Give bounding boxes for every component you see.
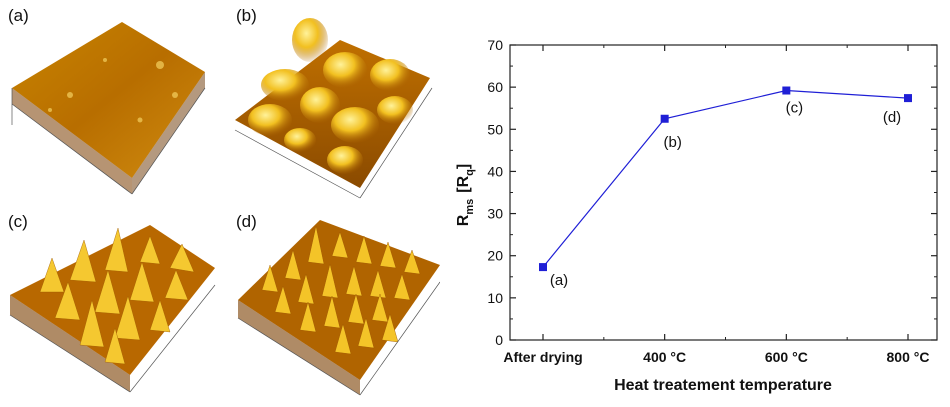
x-tick-label: 800 °C: [887, 349, 930, 365]
panel-label-b: (b): [236, 6, 257, 25]
afm-images: [9, 18, 440, 396]
y-tick-label: 50: [487, 121, 503, 137]
point-label: (a): [550, 272, 568, 289]
panel-label-c: (c): [8, 212, 28, 231]
y-tick-label: 40: [487, 163, 503, 179]
x-tick-label: 400 °C: [643, 349, 686, 365]
y-tick-label: 10: [487, 290, 503, 306]
y-title-main: R: [455, 214, 472, 226]
y-tick-label: 70: [487, 37, 503, 53]
y-tick-label: 60: [487, 79, 503, 95]
series-points: [539, 86, 912, 272]
x-tick-label: 600 °C: [765, 349, 808, 365]
point-label: (d): [883, 109, 901, 126]
afm-surface-d: [237, 220, 440, 396]
point-labels: (a) (b) (c) (d): [550, 100, 901, 290]
data-point: [904, 94, 912, 103]
y-title-bracket-sub: q: [464, 169, 476, 176]
svg-text:Rms[Rq]: Rms [Rq]: [455, 164, 476, 226]
data-point: [782, 86, 791, 95]
data-point: [539, 263, 547, 272]
x-axis-title: Heat treatement temperature: [614, 377, 832, 394]
panel-label-a: (a): [8, 6, 29, 25]
y-title-bracket: [R: [455, 175, 472, 192]
afm-surface-a: [11, 22, 206, 195]
rms-chart: 0 10 20 30 40 50 60 70 After drying 400 °C 600 °C…: [455, 37, 938, 394]
plot-frame: [509, 44, 938, 341]
x-axis: After drying 400 °C 600 °C 800 °C: [503, 45, 929, 365]
y-tick-label: 20: [487, 248, 503, 264]
point-label: (c): [786, 100, 804, 117]
y-tick-label: 0: [495, 332, 503, 348]
y-title-close: ]: [455, 164, 472, 169]
y-title-sub: ms: [464, 199, 476, 215]
afm-surface-b: [234, 18, 433, 199]
y-axis-title: Rms [Rq]: [455, 164, 476, 226]
x-tick-label: After drying: [503, 349, 582, 365]
panel-label-d: (d): [236, 212, 257, 231]
afm-peaks-b: [248, 18, 413, 174]
data-point: [660, 114, 669, 123]
point-label: (b): [663, 134, 681, 151]
y-axis: 0 10 20 30 40 50 60 70: [487, 37, 937, 348]
series-line: [542, 89, 909, 268]
afm-surface-c: [9, 225, 216, 393]
y-tick-label: 30: [487, 206, 503, 222]
